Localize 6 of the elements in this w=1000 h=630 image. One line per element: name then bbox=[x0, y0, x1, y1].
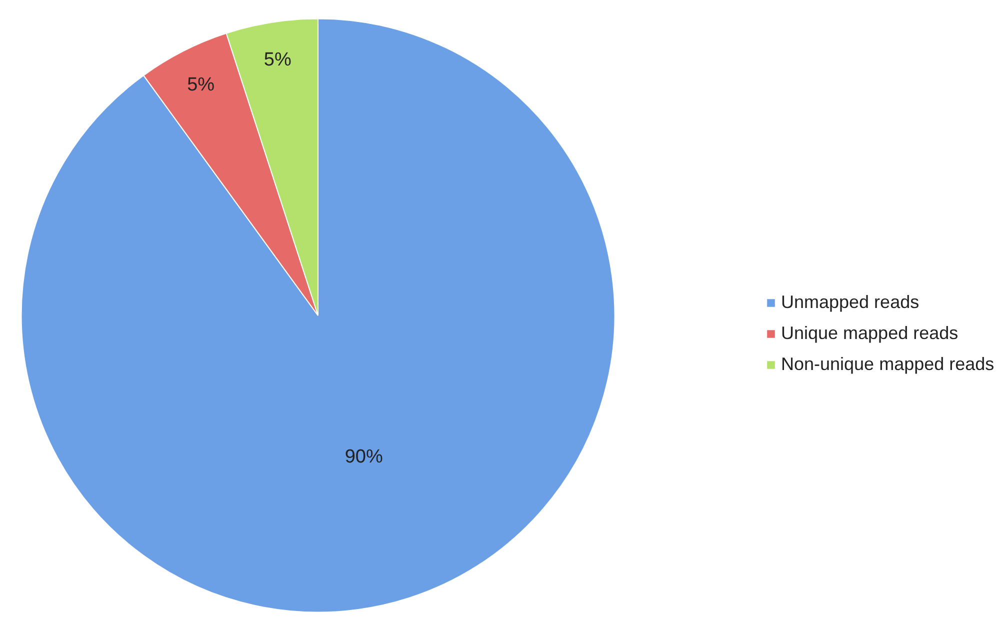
legend-label: Unique mapped reads bbox=[781, 323, 958, 344]
data-label: 5% bbox=[187, 74, 215, 96]
data-label: 90% bbox=[344, 446, 383, 468]
data-label: 5% bbox=[264, 50, 292, 71]
legend-label: Unmapped reads bbox=[781, 292, 920, 313]
legend-label: Non-unique mapped reads bbox=[781, 354, 994, 375]
